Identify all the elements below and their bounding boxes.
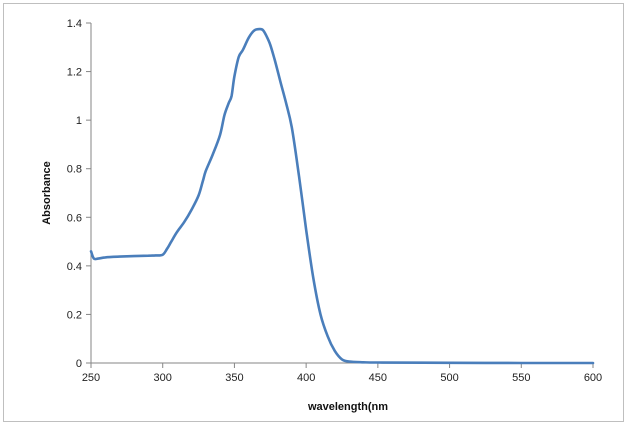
x-tick-label: 300 xyxy=(154,372,172,384)
absorbance-series-line xyxy=(89,27,595,365)
y-tick-label: 1 xyxy=(76,115,82,127)
y-tick-label: 0 xyxy=(76,358,82,370)
x-axis-label: wavelength(nm xyxy=(307,401,388,413)
y-tick-label: 0.8 xyxy=(67,164,82,176)
y-axis-label: Absorbance xyxy=(41,161,53,225)
x-tick-label: 550 xyxy=(512,372,530,384)
y-tick-label: 0.6 xyxy=(67,212,82,224)
x-tick-label: 350 xyxy=(225,372,243,384)
x-tick-label: 500 xyxy=(440,372,458,384)
x-tick-label: 250 xyxy=(82,372,100,384)
x-tick-label: 600 xyxy=(584,372,602,384)
y-tick-label: 0.4 xyxy=(67,261,82,273)
x-tick-label: 450 xyxy=(369,372,387,384)
chart-frame xyxy=(3,3,624,422)
y-tick-label: 1.4 xyxy=(67,18,82,30)
x-tick-label: 400 xyxy=(297,372,315,384)
y-tick-label: 1.2 xyxy=(67,67,82,79)
y-tick-label: 0.2 xyxy=(67,309,82,321)
